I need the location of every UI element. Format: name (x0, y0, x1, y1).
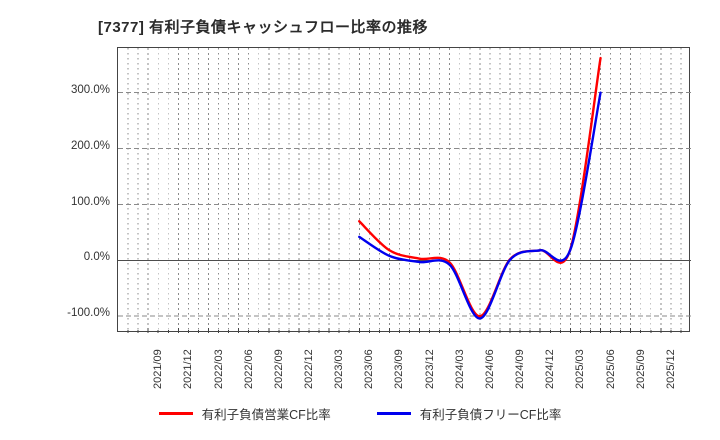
legend-item[interactable]: 有利子負債営業CF比率 (158, 404, 331, 423)
x-axis-tick-label: 2024/06 (483, 349, 496, 389)
x-axis-tick-label: 2023/12 (423, 349, 436, 389)
x-axis-tick-label: 2024/09 (514, 349, 527, 389)
x-axis-tick-label: 2023/06 (363, 349, 376, 389)
x-axis-tick-label: 2024/03 (453, 349, 466, 389)
y-axis-tick-label: 100.0% (70, 195, 110, 208)
legend-label: 有利子負債フリーCF比率 (419, 408, 562, 422)
y-axis-tick-label: 300.0% (70, 83, 110, 96)
series-lines (358, 56, 602, 320)
x-axis-tick-label: 2022/09 (272, 349, 285, 389)
x-axis-tick-label: 2021/12 (182, 349, 195, 389)
legend-item[interactable]: 有利子負債フリーCF比率 (376, 404, 562, 423)
legend-line-icon (158, 412, 193, 415)
x-axis: 2021/09 2021/12 2022/03 2022/06 2022/09 2022/… (117, 333, 690, 395)
x-axis-tick-label: 2021/09 (152, 349, 165, 389)
x-axis-tick-label: 2025/09 (634, 349, 647, 389)
y-axis-tick-label: -100.0% (67, 307, 110, 320)
x-axis-tick-label: 2022/03 (212, 349, 225, 389)
x-axis-tick-label: 2025/06 (604, 349, 617, 389)
series-line (358, 91, 602, 320)
x-axis-tick-label: 2023/03 (333, 349, 346, 389)
x-axis-tick-label: 2025/12 (664, 349, 677, 389)
y-axis: -100.0% 0.0% 100.0% 200.0% 300.0% (38, 47, 110, 332)
series-line (358, 56, 602, 318)
chart-legend: 有利子負債営業CF比率 有利子負債フリーCF比率 (0, 404, 720, 423)
plot-area (117, 47, 691, 333)
legend-label: 有利子負債営業CF比率 (201, 408, 331, 422)
x-axis-tick-label: 2022/12 (302, 349, 315, 389)
x-axis-tick-label: 2023/09 (393, 349, 406, 389)
page-title: [7377] 有利子負債キャッシュフロー比率の推移 (98, 19, 429, 36)
x-axis-tick-label: 2025/03 (574, 349, 587, 389)
x-axis-tick-label: 2024/12 (544, 349, 557, 389)
legend-line-icon (376, 412, 411, 415)
x-axis-tick-label: 2022/06 (242, 349, 255, 389)
y-axis-tick-label: 200.0% (70, 139, 110, 152)
y-axis-tick-label: 0.0% (83, 251, 110, 264)
